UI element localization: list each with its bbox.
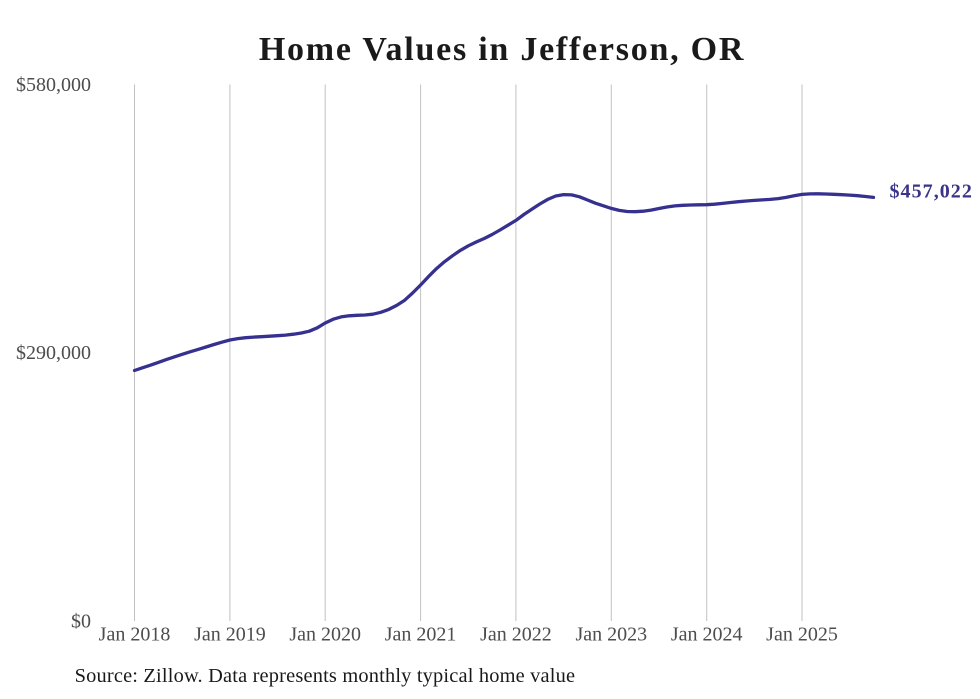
svg-text:Jan 2024: Jan 2024 — [671, 624, 743, 646]
svg-text:Jan 2018: Jan 2018 — [99, 624, 171, 646]
svg-text:Jan 2023: Jan 2023 — [575, 624, 647, 646]
svg-text:Source: Zillow. Data represent: Source: Zillow. Data represents monthly … — [75, 665, 576, 687]
svg-text:$457,022: $457,022 — [890, 180, 973, 202]
svg-text:Jan 2019: Jan 2019 — [194, 624, 266, 646]
svg-text:Home Values in Jefferson, OR: Home Values in Jefferson, OR — [259, 31, 745, 68]
svg-text:Jan 2022: Jan 2022 — [480, 624, 552, 646]
svg-text:$580,000: $580,000 — [16, 74, 91, 96]
svg-text:Jan 2025: Jan 2025 — [766, 624, 838, 646]
svg-text:Jan 2020: Jan 2020 — [289, 624, 361, 646]
svg-text:$0: $0 — [71, 611, 91, 633]
svg-text:Jan 2021: Jan 2021 — [385, 624, 457, 646]
svg-text:$290,000: $290,000 — [16, 342, 91, 364]
